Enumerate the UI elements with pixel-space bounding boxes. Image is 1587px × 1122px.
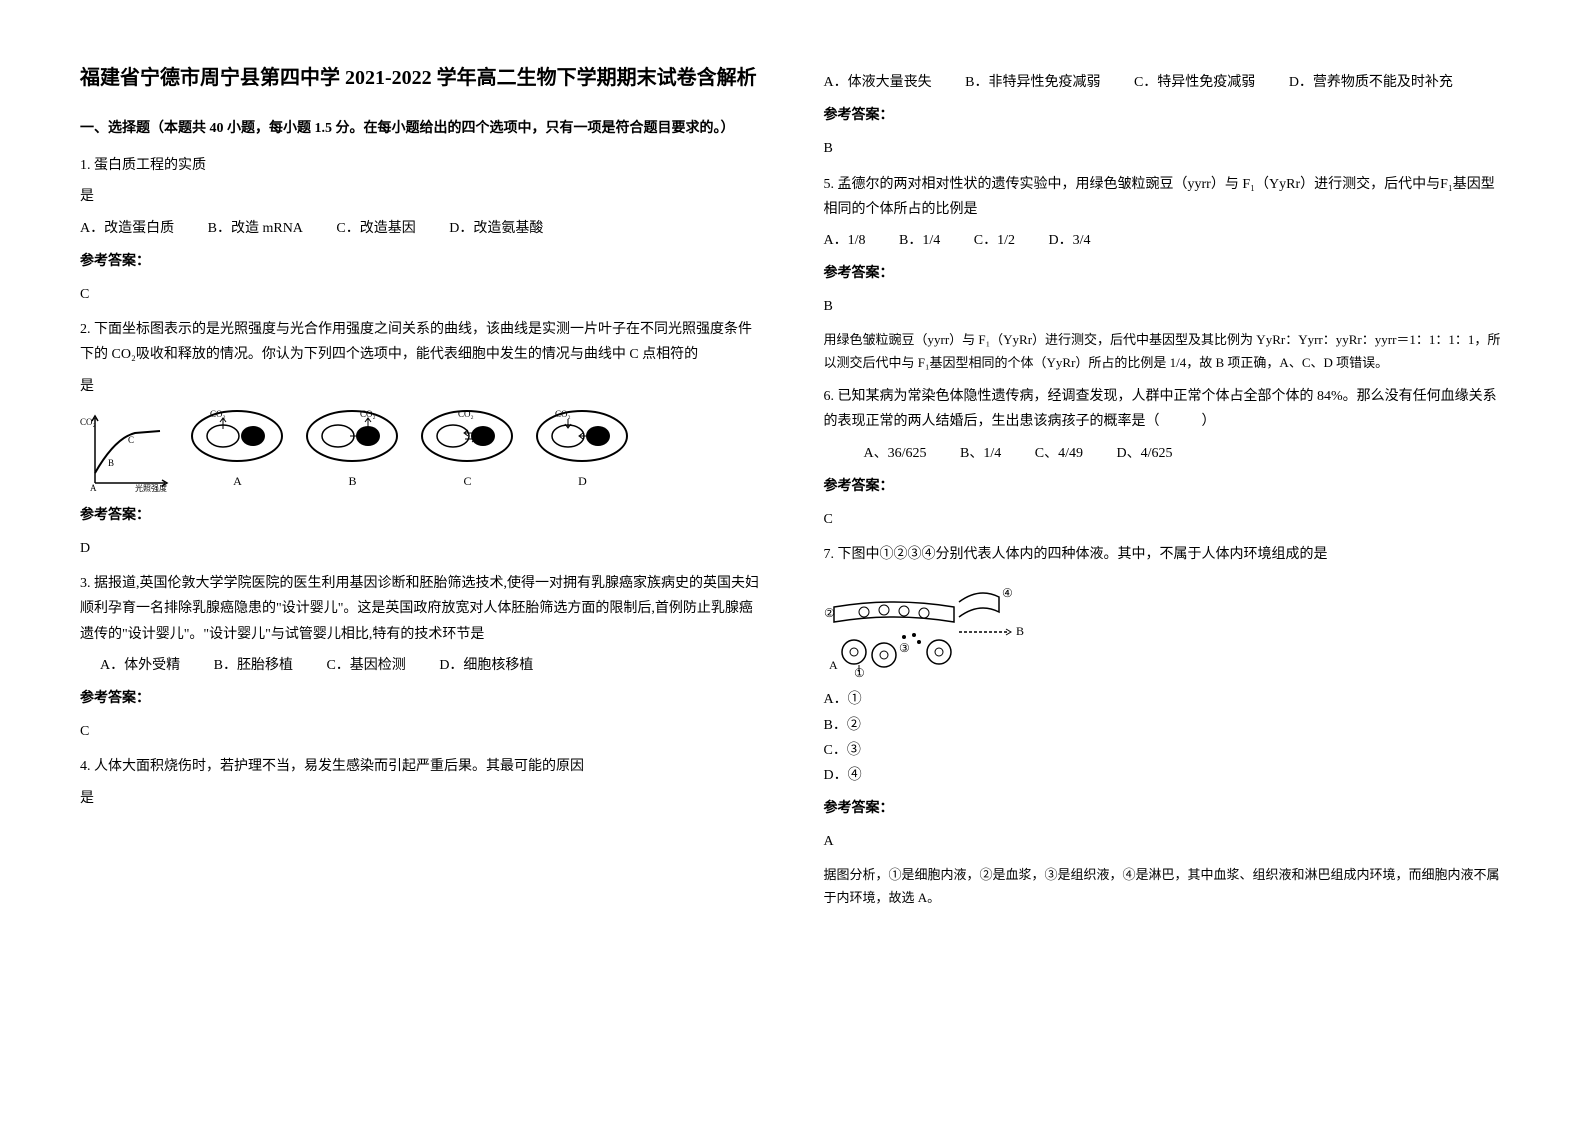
label-c: C	[420, 471, 515, 493]
svg-text:光照强度: 光照强度	[135, 483, 167, 493]
q4-opt-c: C．特异性免疫减弱	[1134, 70, 1255, 95]
q3-ans: C	[80, 719, 764, 744]
q4-stem2: 是	[80, 786, 764, 811]
q1-ans-label: 参考答案：	[80, 249, 764, 274]
q6-ans-label: 参考答案：	[824, 474, 1508, 499]
q2-ans-label: 参考答案：	[80, 503, 764, 528]
q1-ans: C	[80, 282, 764, 307]
q5-opt-a: A．1/8	[824, 228, 866, 253]
svg-text:③: ③	[899, 641, 910, 655]
q2-ans: D	[80, 536, 764, 561]
svg-text:④: ④	[1002, 586, 1013, 600]
q4-ans-label: 参考答案：	[824, 103, 1508, 128]
q2-figure: CO₂ 光照强度 A B C CO₂ A	[80, 409, 764, 493]
q3-opt-b: B．胚胎移植	[214, 653, 293, 678]
q6-ans: C	[824, 507, 1508, 532]
q1-opt-c: C．改造基因	[336, 216, 415, 241]
question-3: 3. 据报道,英国伦敦大学学院医院的医生利用基因诊断和胚胎筛选技术,使得一对拥有…	[80, 571, 764, 744]
q5-opt-b: B．1/4	[899, 228, 940, 253]
label-a: A	[190, 471, 285, 493]
question-2: 2. 下面坐标图表示的是光照强度与光合作用强度之间关系的曲线，该曲线是实测一片叶…	[80, 317, 764, 561]
q5-ans: B	[824, 294, 1508, 319]
q4-opt-a: A．体液大量丧失	[824, 70, 932, 95]
svg-text:CO₂: CO₂	[210, 409, 226, 419]
q6-opt-a: A、36/625	[864, 441, 927, 466]
axis-chart: CO₂ 光照强度 A B C	[80, 413, 170, 493]
svg-text:B: B	[1016, 624, 1024, 638]
question-1: 1. 蛋白质工程的实质 是 A．改造蛋白质 B．改造 mRNA C．改造基因 D…	[80, 153, 764, 307]
q7-opt-b: B．②	[824, 713, 1508, 738]
svg-text:B: B	[108, 458, 114, 468]
q7-diagram: ② ④ ③ ① A B	[824, 577, 1024, 677]
q3-opt-a: A．体外受精	[100, 653, 180, 678]
q6-opt-b: B、1/4	[960, 441, 1001, 466]
q1-opt-b: B．改造 mRNA	[208, 216, 303, 241]
cell-a: CO₂ A	[190, 409, 285, 493]
q4-opt-b: B．非特异性免疫减弱	[965, 70, 1100, 95]
svg-text:CO₂: CO₂	[458, 409, 474, 419]
q3-stem: 3. 据报道,英国伦敦大学学院医院的医生利用基因诊断和胚胎筛选技术,使得一对拥有…	[80, 571, 764, 647]
cell-d: CO₂ D	[535, 409, 630, 493]
q7-opt-c: C．③	[824, 738, 1508, 763]
q7-expl: 据图分析，①是细胞内液，②是血浆，③是组织液，④是淋巴，其中血浆、组织液和淋巴组…	[824, 863, 1508, 910]
question-4-opts: A．体液大量丧失 B．非特异性免疫减弱 C．特异性免疫减弱 D．营养物质不能及时…	[824, 70, 1508, 162]
question-6: 6. 已知某病为常染色体隐性遗传病，经调查发现，人群中正常个体占全部个体的 84…	[824, 384, 1508, 532]
q3-ans-label: 参考答案：	[80, 686, 764, 711]
q7-ans-label: 参考答案：	[824, 796, 1508, 821]
svg-text:A: A	[829, 658, 838, 672]
svg-text:CO₂: CO₂	[80, 417, 96, 427]
svg-text:②: ②	[824, 606, 835, 620]
q2-stem: 2. 下面坐标图表示的是光照强度与光合作用强度之间关系的曲线，该曲线是实测一片叶…	[80, 317, 764, 367]
svg-text:A: A	[90, 483, 97, 493]
q5-opt-c: C．1/2	[974, 228, 1015, 253]
q3-options: A．体外受精 B．胚胎移植 C．基因检测 D．细胞核移植	[80, 653, 764, 678]
q1-opt-d: D．改造氨基酸	[449, 216, 543, 241]
label-d: D	[535, 471, 630, 493]
label-b: B	[305, 471, 400, 493]
q4-stem: 4. 人体大面积烧伤时，若护理不当，易发生感染而引起严重后果。其最可能的原因	[80, 754, 764, 779]
q7-opt-d: D．④	[824, 763, 1508, 788]
q1-stem: 1. 蛋白质工程的实质	[80, 153, 764, 178]
q4-opt-d: D．营养物质不能及时补充	[1289, 70, 1453, 95]
q1-stem2: 是	[80, 184, 764, 209]
cell-c: CO₂ C	[420, 409, 515, 493]
q3-opt-d: D．细胞核移植	[439, 653, 533, 678]
q2-stem2: 是	[80, 374, 764, 399]
q6-options: A、36/625 B、1/4 C、4/49 D、4/625	[824, 441, 1508, 466]
svg-text:CO₂: CO₂	[555, 409, 571, 419]
q6-opt-c: C、4/49	[1035, 441, 1083, 466]
q1-opt-a: A．改造蛋白质	[80, 216, 174, 241]
q5-opt-d: D．3/4	[1048, 228, 1090, 253]
cell-b: CO₂ B	[305, 409, 400, 493]
q7-opt-a: A．①	[824, 687, 1508, 712]
q5-stem: 5. 孟德尔的两对相对性状的遗传实验中，用绿色皱粒豌豆（yyrr）与 F₁（Yy…	[824, 172, 1508, 222]
q7-stem: 7. 下图中①②③④分别代表人体内的四种体液。其中，不属于人体内环境组成的是	[824, 542, 1508, 567]
q6-stem: 6. 已知某病为常染色体隐性遗传病，经调查发现，人群中正常个体占全部个体的 84…	[824, 384, 1508, 434]
q6-opt-d: D、4/625	[1116, 441, 1172, 466]
q7-ans: A	[824, 829, 1508, 854]
q4-ans: B	[824, 136, 1508, 161]
question-5: 5. 孟德尔的两对相对性状的遗传实验中，用绿色皱粒豌豆（yyrr）与 F₁（Yy…	[824, 172, 1508, 375]
question-7: 7. 下图中①②③④分别代表人体内的四种体液。其中，不属于人体内环境组成的是	[824, 542, 1508, 909]
q4-options: A．体液大量丧失 B．非特异性免疫减弱 C．特异性免疫减弱 D．营养物质不能及时…	[824, 70, 1508, 95]
q5-ans-label: 参考答案：	[824, 261, 1508, 286]
q5-expl: 用绿色皱粒豌豆（yyrr）与 F₁（YyRr）进行测交，后代中基因型及其比例为 …	[824, 328, 1508, 375]
section-header: 一、选择题（本题共 40 小题，每小题 1.5 分。在每小题给出的四个选项中，只…	[80, 116, 764, 141]
q3-opt-c: C．基因检测	[326, 653, 405, 678]
svg-text:C: C	[128, 435, 134, 445]
question-4-stem: 4. 人体大面积烧伤时，若护理不当，易发生感染而引起严重后果。其最可能的原因 是	[80, 754, 764, 810]
q1-options: A．改造蛋白质 B．改造 mRNA C．改造基因 D．改造氨基酸	[80, 216, 764, 241]
q5-options: A．1/8 B．1/4 C．1/2 D．3/4	[824, 228, 1508, 253]
page-title: 福建省宁德市周宁县第四中学 2021-2022 学年高二生物下学期期末试卷含解析	[80, 60, 764, 96]
